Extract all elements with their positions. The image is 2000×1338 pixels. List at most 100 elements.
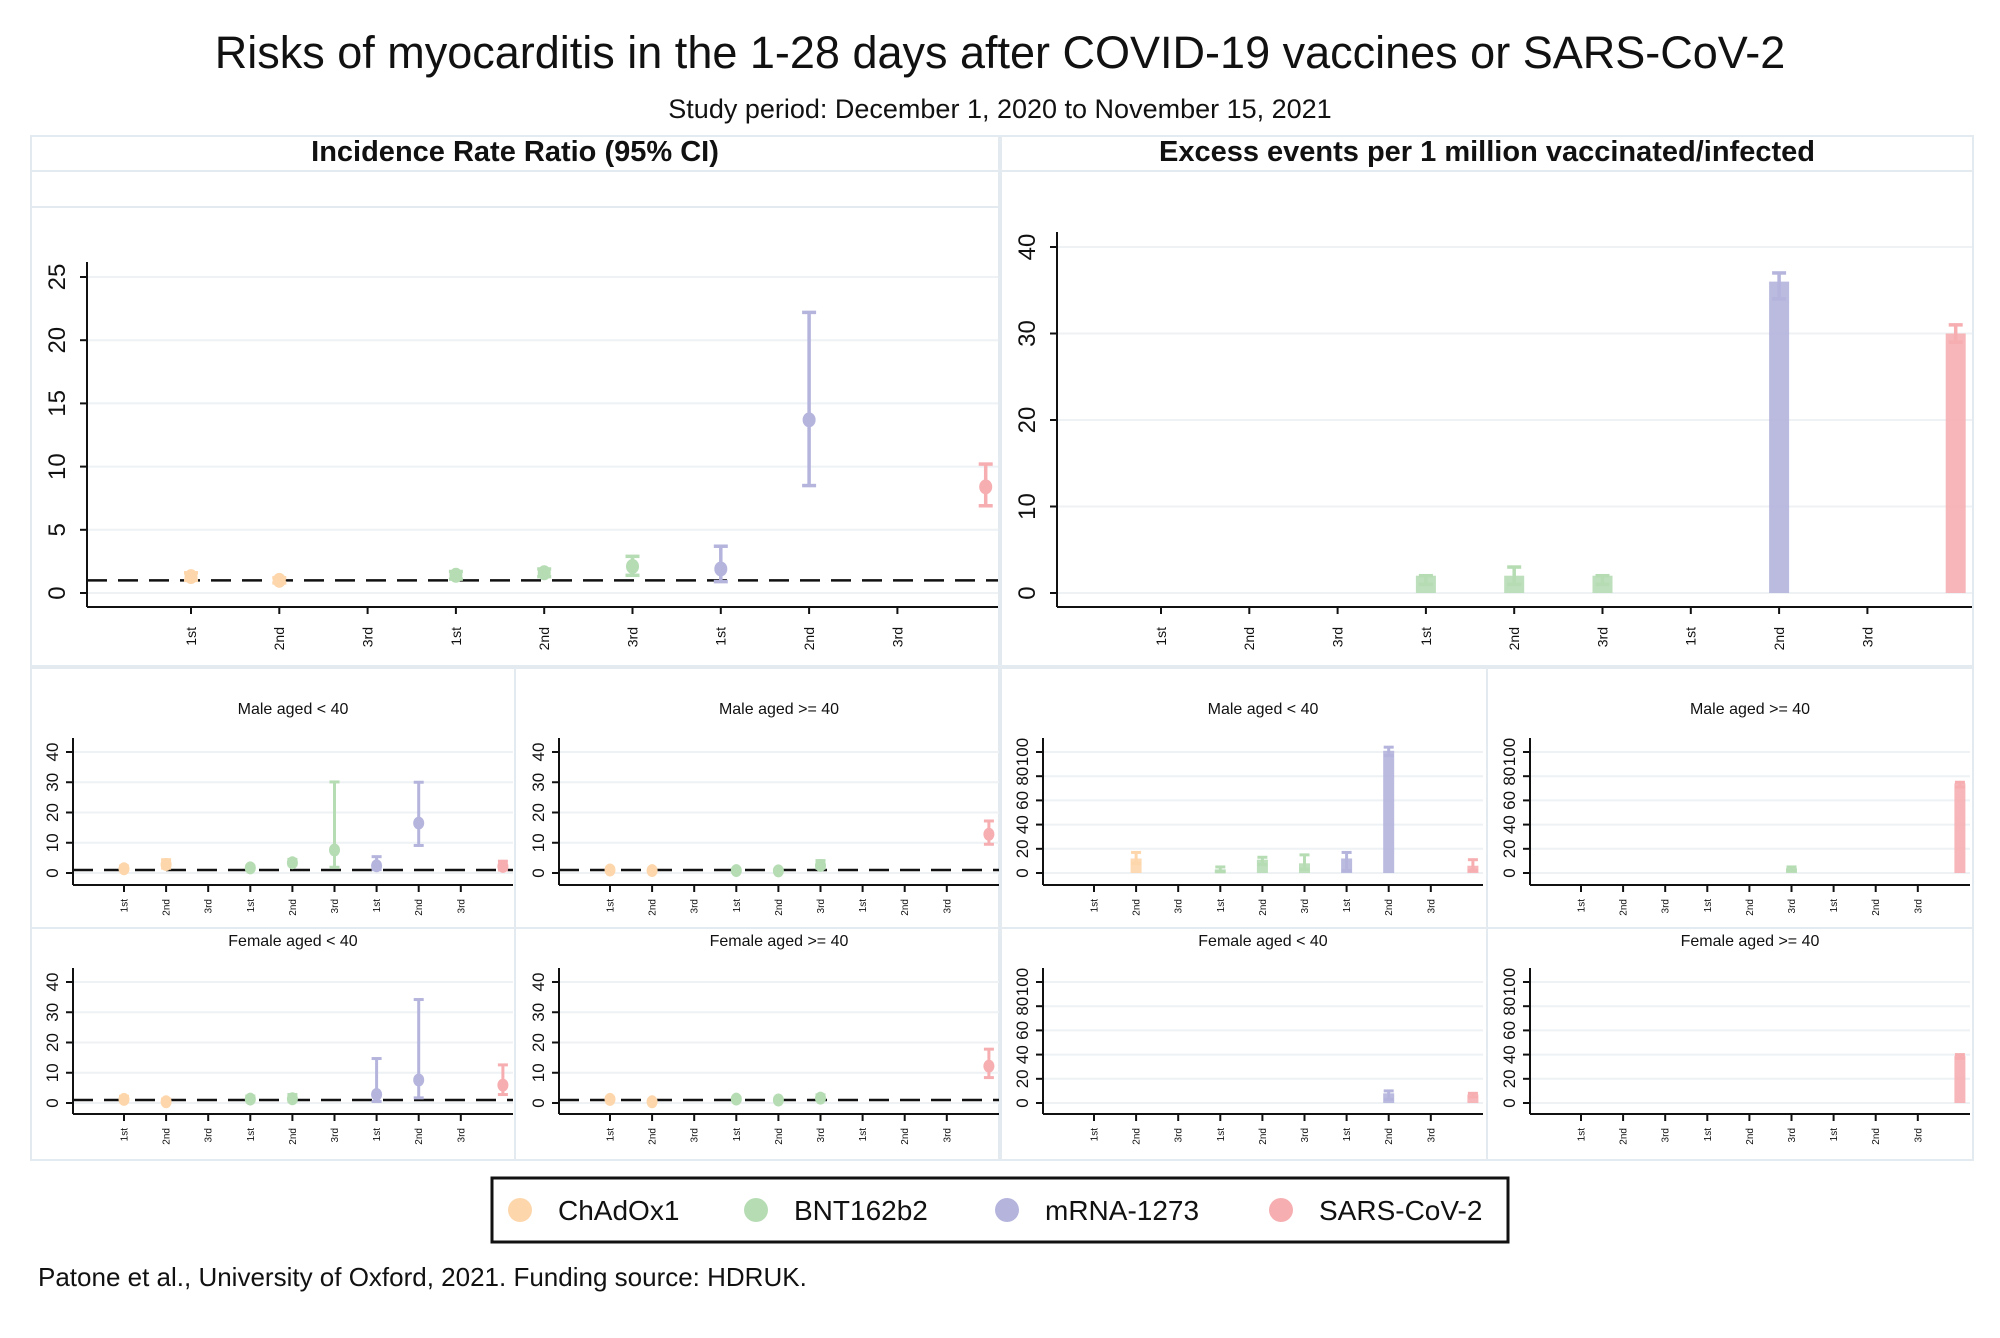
chart-irr: Female aged >= 40 0 10 20 30 40 1st 2nd 3rd 1st 2n… [529,933,999,1145]
point-SARS-CoV-2 [979,479,993,495]
x-tick-label: 3rd [1426,1128,1437,1142]
x-tick-label: 2nd [1241,627,1257,650]
x-tick-label: 1st [1153,627,1169,646]
x-tick-label: 2nd [414,1128,425,1145]
x-tick-label: 3rd [204,899,215,913]
y-tick-label: 40 [43,743,62,762]
y-tick-label: 10 [529,833,548,852]
x-tick-label: 1st [1342,899,1353,913]
y-tick-label: 0 [1013,868,1032,877]
point-ChAdOx1 [160,1095,172,1109]
chart-title: Female aged >= 40 [710,933,849,950]
point-SARS-CoV-2 [983,827,995,841]
bar-SARS-CoV-2 [1467,1094,1479,1103]
point-ChAdOx1 [646,1095,658,1109]
y-tick-label: 10 [43,1063,62,1082]
legend-swatch-sarscov2 [1269,1198,1293,1222]
point-ChAdOx1 [118,1092,130,1106]
bar-mRNA-1273 [1383,750,1395,873]
x-tick-label: 3rd [1300,899,1311,913]
y-tick-label: 0 [529,868,548,877]
point-BNT162b2 [730,864,742,878]
x-tick-label: 1st [1829,899,1840,913]
y-tick-label: 0 [529,1098,548,1107]
y-tick-label: 100 [1500,968,1519,996]
x-tick-label: 1st [1683,627,1699,646]
x-tick-label: 2nd [1132,1128,1143,1145]
bar-mRNA-1273 [1769,281,1790,593]
x-tick-label: 2nd [1506,627,1522,650]
figure-subtitle: Study period: December 1, 2020 to Novemb… [668,94,1331,124]
point-BNT162b2 [772,864,784,878]
y-tick-label: 60 [1500,791,1519,810]
x-tick-label: 2nd [288,899,299,916]
y-tick-label: 30 [43,773,62,792]
x-tick-label: 1st [732,1128,743,1142]
x-tick-label: 3rd [1787,1128,1798,1142]
point-ChAdOx1 [646,864,658,878]
chart-title: Male aged >= 40 [1690,701,1810,718]
x-tick-label: 1st [246,899,257,913]
x-tick-label: 3rd [1594,627,1610,647]
x-tick-label: 2nd [1871,899,1882,916]
x-tick-label: 3rd [1913,899,1924,913]
x-tick-label: 3rd [1661,899,1672,913]
x-tick-label: 2nd [1258,899,1269,916]
point-ChAdOx1 [272,572,286,588]
x-tick-label: 2nd [1258,1128,1269,1145]
chart-title: Male aged < 40 [1208,701,1319,718]
x-tick-label: 3rd [1787,899,1798,913]
chart-irr: Female aged < 40 0 10 20 30 40 1st 2nd 3rd 1st 2nd… [43,933,513,1145]
point-BNT162b2 [286,1092,298,1106]
y-tick-label: 20 [1013,1069,1032,1088]
bar-ChAdOx1 [1130,858,1142,873]
y-tick-label: 0 [43,868,62,877]
x-tick-label: 2nd [801,627,817,650]
x-tick-label: 1st [606,899,617,913]
x-tick-label: 3rd [942,1128,953,1142]
chart-title: Female aged >= 40 [1681,933,1820,950]
x-tick-label: 1st [732,899,743,913]
x-tick-label: 1st [713,627,729,646]
y-tick-label: 20 [1500,1069,1519,1088]
legend-swatch-mrna1273 [995,1198,1019,1222]
y-tick-label: 40 [1500,1045,1519,1064]
bar-SARS-CoV-2 [1954,783,1966,873]
x-tick-label: 2nd [536,627,552,650]
point-BNT162b2 [329,843,340,857]
x-tick-label: 3rd [816,899,827,913]
x-tick-label: 3rd [690,899,701,913]
point-BNT162b2 [286,856,298,870]
y-tick-label: 20 [529,1033,548,1052]
point-mRNA-1273 [413,816,425,830]
x-tick-label: 1st [1342,1128,1353,1142]
figure-title: Risks of myocarditis in the 1-28 days af… [215,27,1786,78]
point-BNT162b2 [815,1091,826,1105]
point-BNT162b2 [449,567,463,583]
point-mRNA-1273 [413,1073,425,1087]
y-tick-label: 60 [1013,791,1032,810]
legend: ChAdOx1 BNT162b2 mRNA-1273 SARS-CoV-2 [490,1176,1510,1244]
y-tick-label: 0 [43,1098,62,1107]
x-tick-label: 1st [120,1128,131,1142]
x-tick-label: 2nd [1384,1128,1395,1145]
y-tick-label: 30 [1014,320,1041,347]
y-tick-label: 40 [1013,1045,1032,1064]
x-tick-label: 1st [372,1128,383,1142]
x-tick-label: 2nd [1619,1128,1630,1145]
y-tick-label: 40 [1013,815,1032,834]
y-tick-label: 0 [44,586,71,599]
y-tick-label: 20 [1500,839,1519,858]
x-tick-label: 3rd [1913,1128,1924,1142]
x-tick-label: 2nd [162,1128,173,1145]
excess-panel-header: Excess events per 1 million vaccinated/i… [1159,136,1815,168]
chart-irr: 0 5 10 15 20 25 1st 2nd 3rd 1st 2nd 3rd 1st 2nd 3rd [44,262,998,650]
chart-title: Male aged < 40 [238,701,349,718]
y-tick-label: 10 [44,453,71,480]
point-SARS-CoV-2 [497,859,509,873]
y-tick-label: 0 [1500,1098,1519,1107]
y-tick-label: 20 [44,327,71,354]
legend-label-chadox1: ChAdOx1 [558,1195,679,1226]
